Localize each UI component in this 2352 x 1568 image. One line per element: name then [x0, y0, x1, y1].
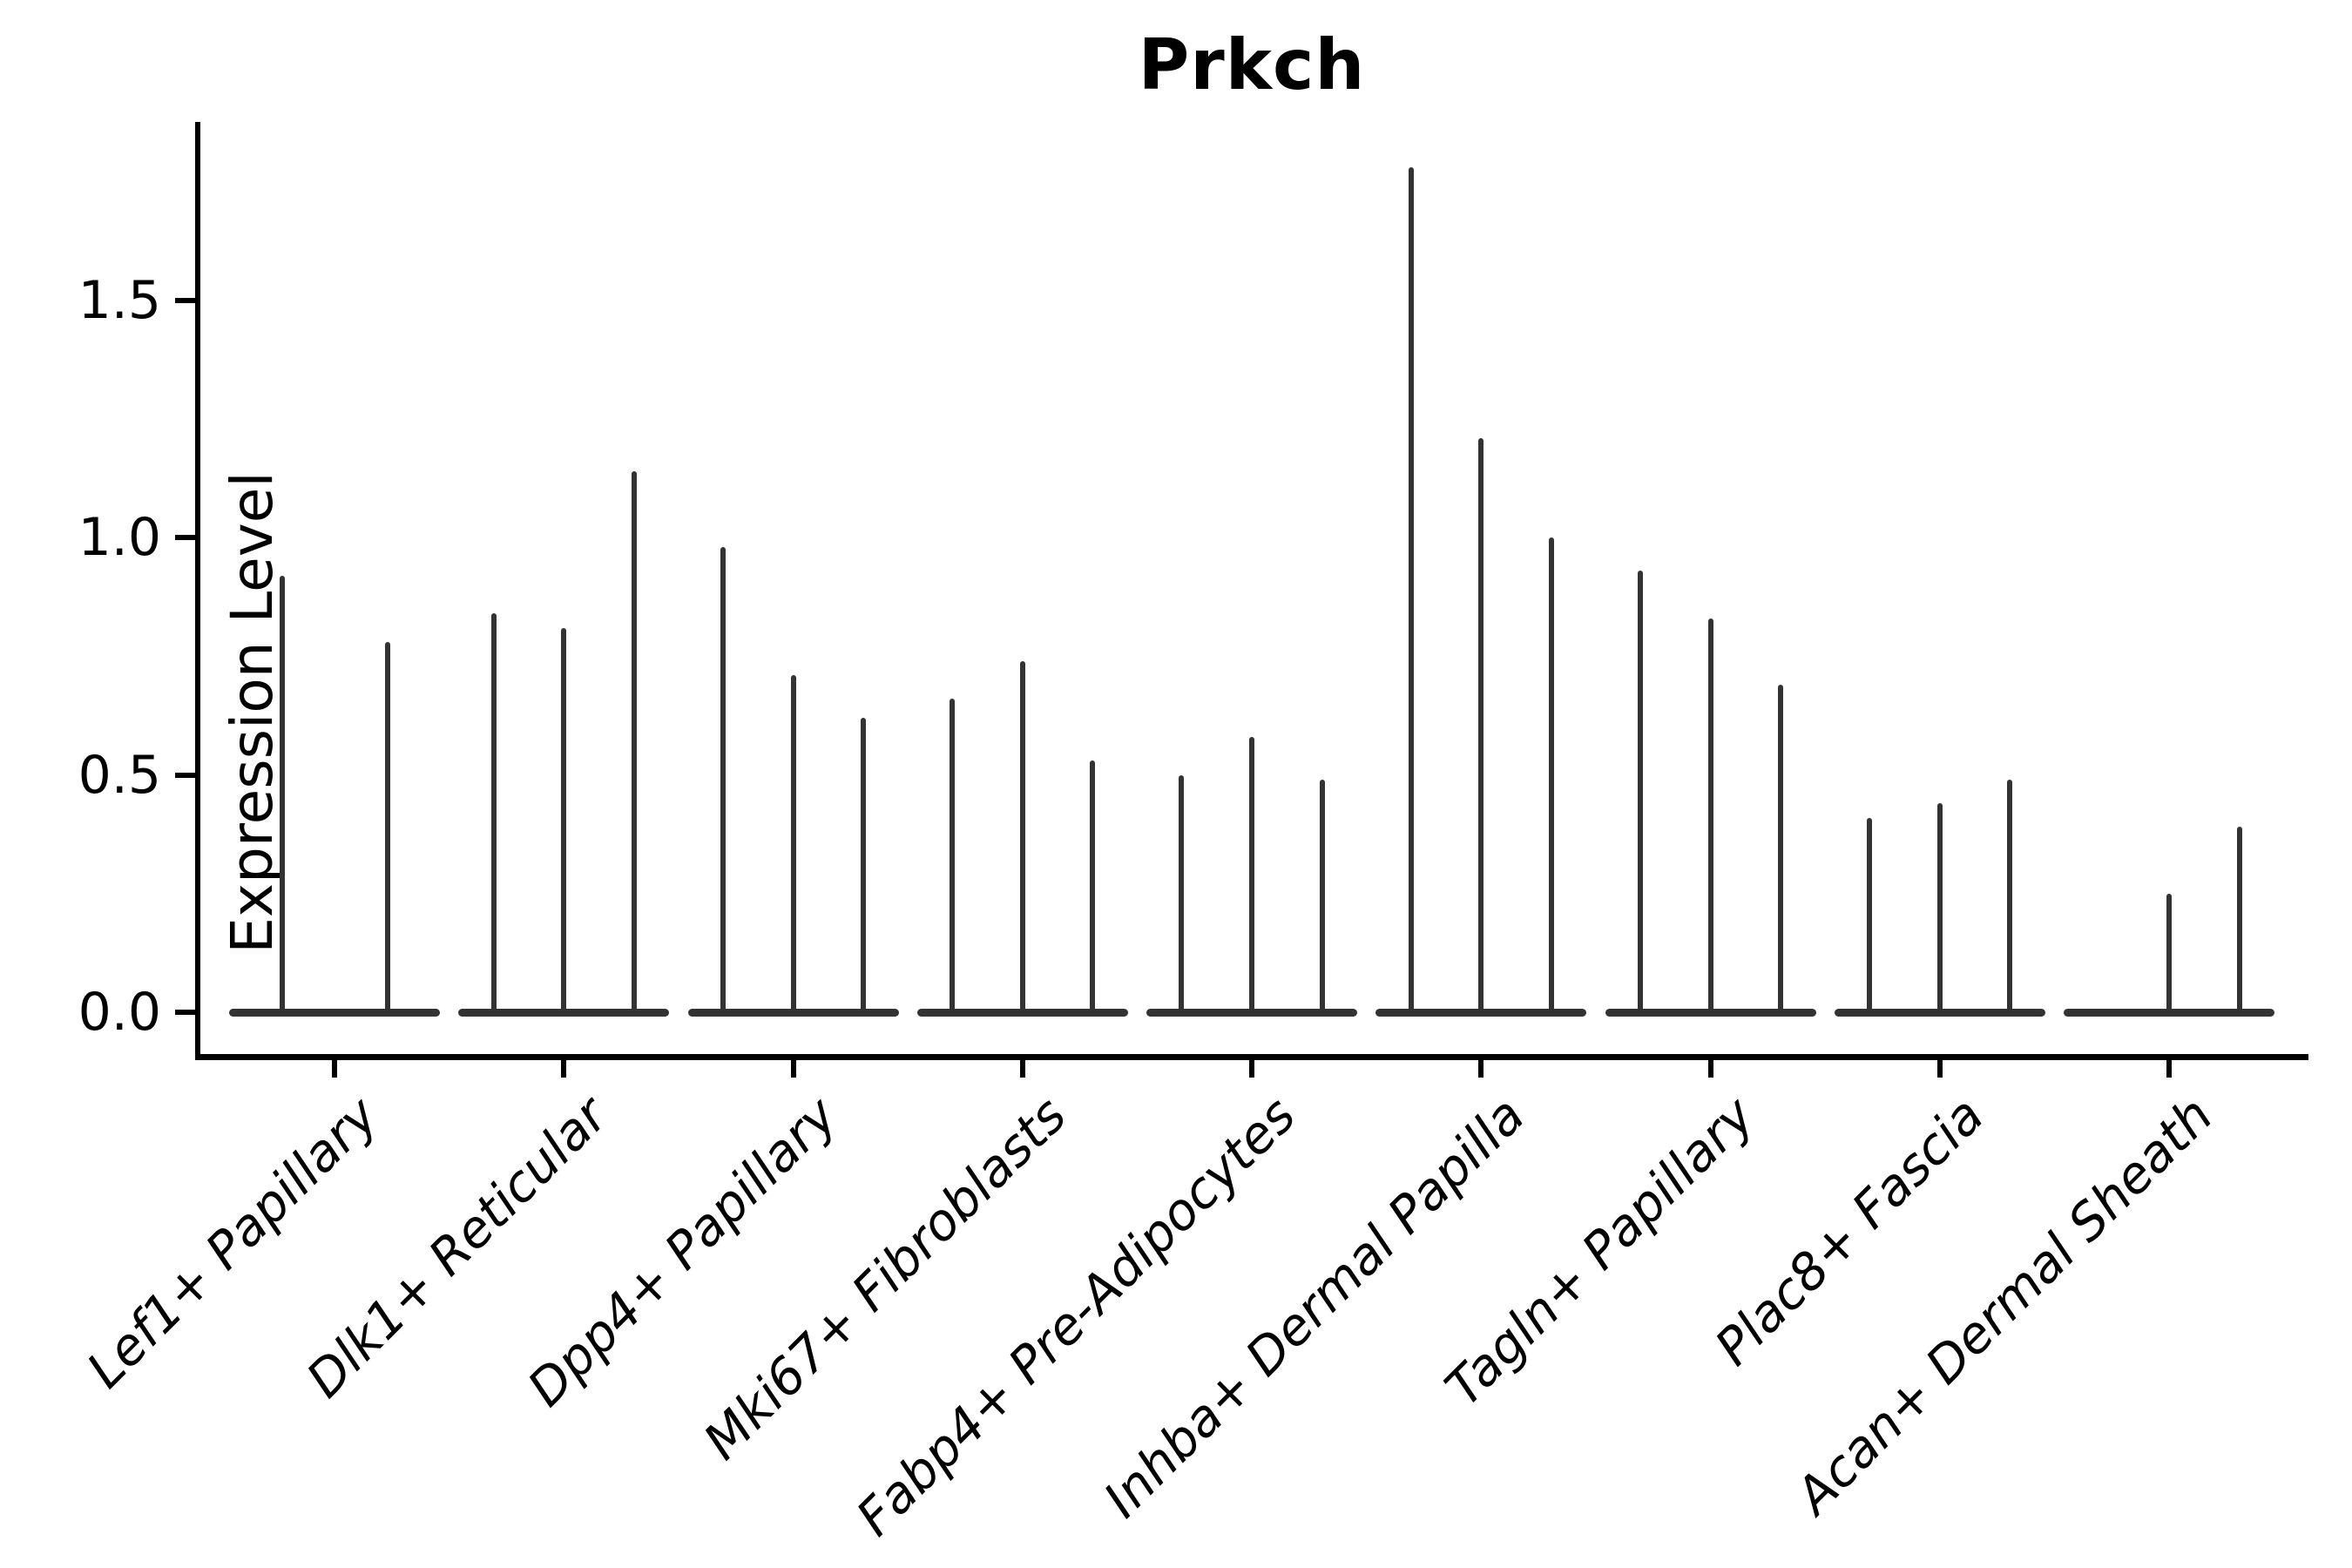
y-axis-tick: [175, 772, 198, 778]
violin-spike: [1249, 736, 1254, 1016]
y-axis-tick: [175, 297, 198, 303]
violin-spike: [631, 470, 637, 1016]
x-axis-tick: [1936, 1060, 1943, 1078]
y-axis-tick-label: 1.5: [78, 269, 161, 331]
violin-spike: [1478, 437, 1484, 1016]
violin-spike: [1867, 817, 1873, 1016]
y-axis-tick-label: 1.0: [78, 507, 161, 568]
violin-spike: [2007, 779, 2013, 1016]
violin-spike: [1936, 803, 1943, 1016]
x-axis-tick: [561, 1060, 567, 1078]
y-axis-tick-label: 0.5: [78, 744, 161, 806]
violin-spike: [1778, 684, 1784, 1016]
x-axis-tick: [790, 1060, 796, 1078]
violin-spike: [2166, 893, 2172, 1016]
x-axis-tick: [332, 1060, 337, 1078]
violin-spike: [279, 575, 285, 1016]
x-axis-tick: [1707, 1060, 1713, 1078]
violin-spike: [1637, 571, 1643, 1016]
chart-title: Prkch: [1138, 24, 1366, 105]
plot-area: Expression Level: [195, 122, 2308, 1060]
x-axis-tick: [1019, 1060, 1025, 1078]
y-axis-tick: [175, 1010, 198, 1015]
violin-spike: [720, 546, 726, 1016]
violin-spike: [490, 613, 497, 1016]
y-axis-tick: [175, 535, 198, 540]
x-axis-tick: [1478, 1060, 1484, 1078]
violin-spike: [1179, 774, 1185, 1016]
violin-baseline: [229, 1009, 440, 1017]
x-axis-tick: [2166, 1060, 2172, 1078]
violin-spike: [950, 699, 956, 1016]
violin-spike: [1319, 779, 1325, 1016]
violin-spike: [1019, 660, 1025, 1016]
y-axis-label: Expression Level: [219, 471, 286, 954]
x-axis-tick: [1249, 1060, 1254, 1078]
violin-spike: [1548, 537, 1554, 1016]
violin-spike: [384, 641, 390, 1016]
violin-spike: [1090, 760, 1096, 1016]
y-axis-tick-label: 0.0: [78, 982, 161, 1043]
violin-spike: [1707, 618, 1713, 1016]
violin-spike: [561, 627, 567, 1016]
violin-spike: [861, 718, 867, 1016]
violin-spike: [2236, 827, 2242, 1016]
violin-spike: [1408, 166, 1414, 1016]
violin-spike: [790, 675, 796, 1016]
